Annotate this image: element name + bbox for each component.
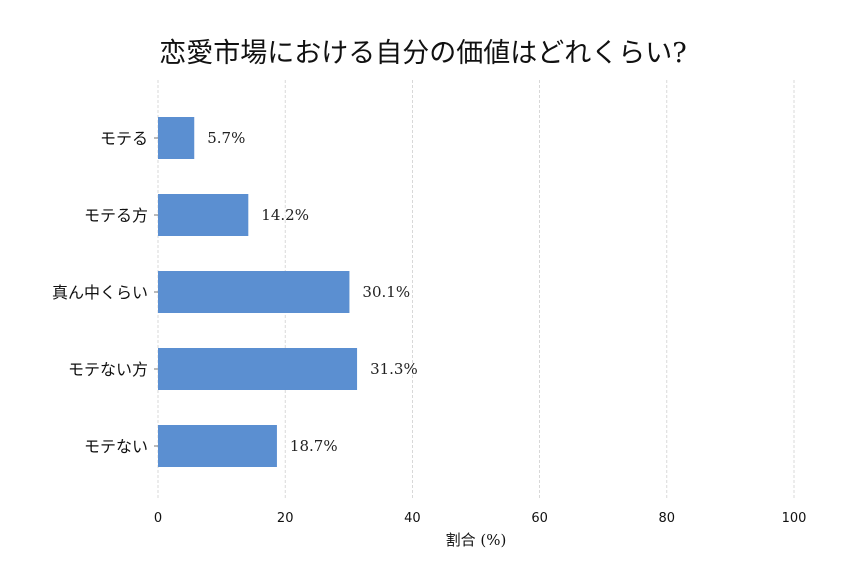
bar-value-label: 31.3% [370, 360, 418, 378]
bar-value-label: 18.7% [290, 437, 338, 455]
x-tick-label: 20 [277, 511, 294, 526]
bar [158, 425, 277, 467]
category-label: モテる [100, 129, 148, 148]
x-axis-title: 割合 (%) [446, 531, 507, 549]
category-label: モテない [84, 437, 148, 456]
x-tick-label: 60 [531, 511, 548, 526]
bar [158, 348, 358, 390]
category-label: 真ん中くらい [52, 283, 148, 302]
category-label: モテない方 [68, 360, 148, 379]
chart-title: 恋愛市場における自分の価値はどれくらい? [159, 38, 686, 69]
x-tick-label: 0 [154, 511, 162, 526]
bar [158, 194, 249, 236]
bar-value-label: 14.2% [261, 206, 309, 224]
x-tick-label: 40 [404, 511, 421, 526]
bar-value-label: 5.7% [207, 129, 245, 147]
value-labels: 5.7% 14.2% 30.1% 31.3% 18.7% [207, 129, 417, 455]
x-tick-label: 80 [659, 511, 676, 526]
bar-value-label: 30.1% [362, 283, 410, 301]
category-label: モテる方 [84, 206, 148, 225]
x-axis-ticks: 0 20 40 60 80 100 [154, 511, 807, 526]
bar [158, 271, 350, 313]
bar [158, 117, 195, 159]
bars [158, 117, 358, 467]
x-tick-label: 100 [782, 511, 807, 526]
